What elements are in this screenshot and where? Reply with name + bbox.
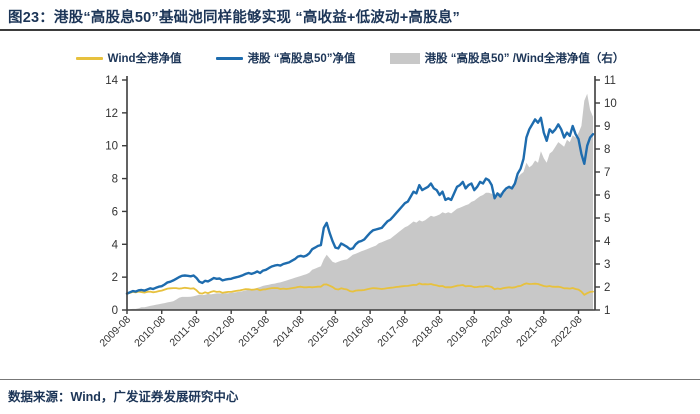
legend-item-wind-allhk: Wind全港净值 xyxy=(75,50,182,66)
x-tick-label: 2017-08 xyxy=(375,314,411,350)
left-tick-label: 2 xyxy=(112,272,118,284)
data-source-note: 数据来源：Wind，广发证券发展研究中心 xyxy=(8,390,239,404)
legend-item-ratio: 港股 “高股息50” /Wind全港净值（右） xyxy=(389,50,625,66)
gray-area-swatch-icon xyxy=(389,52,420,64)
x-tick-label: 2009-08 xyxy=(97,314,133,350)
left-tick-label: 14 xyxy=(105,75,118,87)
blue-line-swatch-icon xyxy=(215,56,243,60)
legend-label-wind-allhk: Wind全港净值 xyxy=(107,53,182,65)
left-tick-label: 10 xyxy=(105,141,118,153)
right-tick-label: 11 xyxy=(604,75,616,87)
right-tick-label: 9 xyxy=(604,121,610,133)
x-tick-label: 2016-08 xyxy=(341,314,377,350)
x-tick-label: 2021-08 xyxy=(514,314,550,350)
x-tick-label: 2014-08 xyxy=(271,314,307,350)
chart-legend: Wind全港净值 港股 “高股息50”净值 港股 “高股息50” /Wind全港… xyxy=(0,50,700,66)
left-tick-label: 4 xyxy=(112,239,119,251)
x-tick-label: 2022-08 xyxy=(549,314,585,350)
title-divider xyxy=(0,29,700,31)
right-tick-label: 7 xyxy=(604,167,610,179)
axes xyxy=(126,76,596,311)
series-ratio-area xyxy=(127,93,593,310)
right-tick-label: 2 xyxy=(604,282,610,294)
x-tick-label: 2010-08 xyxy=(132,314,168,350)
left-tick-label: 12 xyxy=(105,108,118,120)
right-tick-label: 5 xyxy=(604,213,610,225)
right-tick-label: 3 xyxy=(604,259,610,271)
yellow-line-swatch-icon xyxy=(75,56,103,60)
x-tick-label: 2020-08 xyxy=(479,314,515,350)
series-wind-allhk-line xyxy=(126,282,594,296)
series-hdy50-line xyxy=(125,116,595,295)
x-tick-label: 2018-08 xyxy=(410,314,446,350)
x-tick-label: 2012-08 xyxy=(202,314,238,350)
x-tick-label: 2019-08 xyxy=(445,314,481,350)
left-tick-label: 8 xyxy=(112,174,118,186)
right-tick-label: 8 xyxy=(604,144,610,156)
x-tick-label: 2013-08 xyxy=(236,314,272,350)
x-tick-label: 2011-08 xyxy=(167,314,202,349)
x-tick-label: 2015-08 xyxy=(306,314,342,350)
left-tick-label: 6 xyxy=(112,206,118,218)
right-axis: 1 2 3 4 5 6 7 8 9 10 11 xyxy=(595,75,617,317)
figure-title: 图23：港股“高股息50”基础池同样能够实现 “高收益+低波动+高股息” xyxy=(8,10,460,26)
right-tick-label: 10 xyxy=(604,98,617,110)
legend-item-hdy50: 港股 “高股息50”净值 xyxy=(215,50,356,66)
left-axis: 0 2 4 6 8 10 12 14 xyxy=(105,75,127,317)
legend-label-hdy50: 港股 “高股息50”净值 xyxy=(247,53,356,65)
right-tick-label: 4 xyxy=(604,236,611,248)
source-divider xyxy=(0,379,700,380)
right-tick-label: 1 xyxy=(604,305,610,317)
legend-label-ratio: 港股 “高股息50” /Wind全港净值（右） xyxy=(424,53,625,65)
right-tick-label: 6 xyxy=(604,190,610,202)
left-tick-label: 0 xyxy=(112,305,118,317)
